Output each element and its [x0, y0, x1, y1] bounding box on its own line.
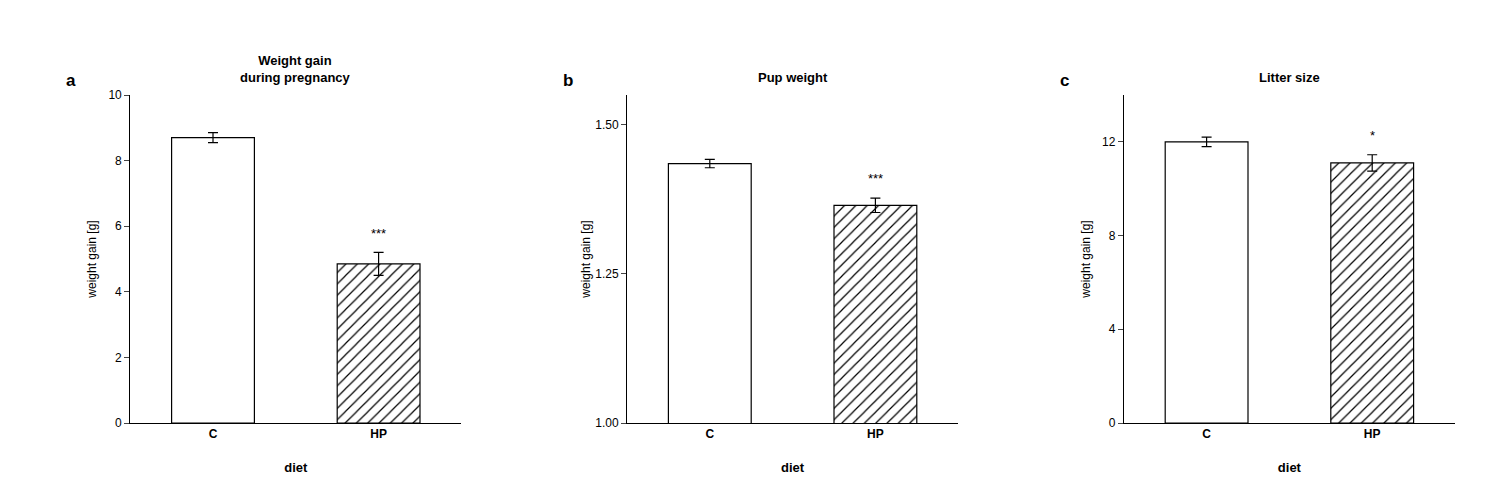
svg-text:Pup weight: Pup weight — [758, 70, 828, 85]
svg-text:4: 4 — [1109, 322, 1116, 336]
svg-text:diet: diet — [1278, 460, 1302, 475]
svg-text:6: 6 — [115, 219, 122, 233]
svg-text:8: 8 — [1109, 229, 1116, 243]
svg-text:***: *** — [868, 171, 883, 186]
svg-text:C: C — [209, 427, 218, 441]
svg-text:weight gain [g]: weight gain [g] — [85, 220, 99, 298]
svg-text:***: *** — [371, 226, 386, 241]
svg-text:2: 2 — [115, 351, 122, 365]
svg-text:diet: diet — [284, 460, 308, 475]
svg-text:C: C — [1202, 427, 1211, 441]
svg-text:b: b — [563, 71, 573, 90]
svg-text:10: 10 — [108, 88, 122, 102]
svg-text:0: 0 — [115, 416, 122, 430]
svg-text:1.50: 1.50 — [595, 118, 619, 132]
svg-text:a: a — [66, 71, 76, 90]
svg-text:diet: diet — [781, 460, 805, 475]
svg-text:0: 0 — [1109, 416, 1116, 430]
svg-text:weight gain [g]: weight gain [g] — [579, 220, 593, 298]
svg-text:c: c — [1060, 71, 1069, 90]
svg-text:HP: HP — [867, 427, 884, 441]
svg-text:*: * — [1370, 128, 1375, 143]
svg-text:8: 8 — [115, 154, 122, 168]
svg-text:Litter size: Litter size — [1259, 70, 1320, 85]
svg-text:Weight gainduring pregnancy: Weight gainduring pregnancy — [240, 53, 351, 85]
svg-text:C: C — [705, 427, 714, 441]
svg-text:12: 12 — [1102, 135, 1116, 149]
svg-text:HP: HP — [370, 427, 387, 441]
svg-text:1.25: 1.25 — [595, 267, 619, 281]
svg-text:1.00: 1.00 — [595, 416, 619, 430]
svg-text:4: 4 — [115, 285, 122, 299]
svg-text:HP: HP — [1364, 427, 1381, 441]
svg-text:weight gain [g]: weight gain [g] — [1079, 220, 1093, 298]
